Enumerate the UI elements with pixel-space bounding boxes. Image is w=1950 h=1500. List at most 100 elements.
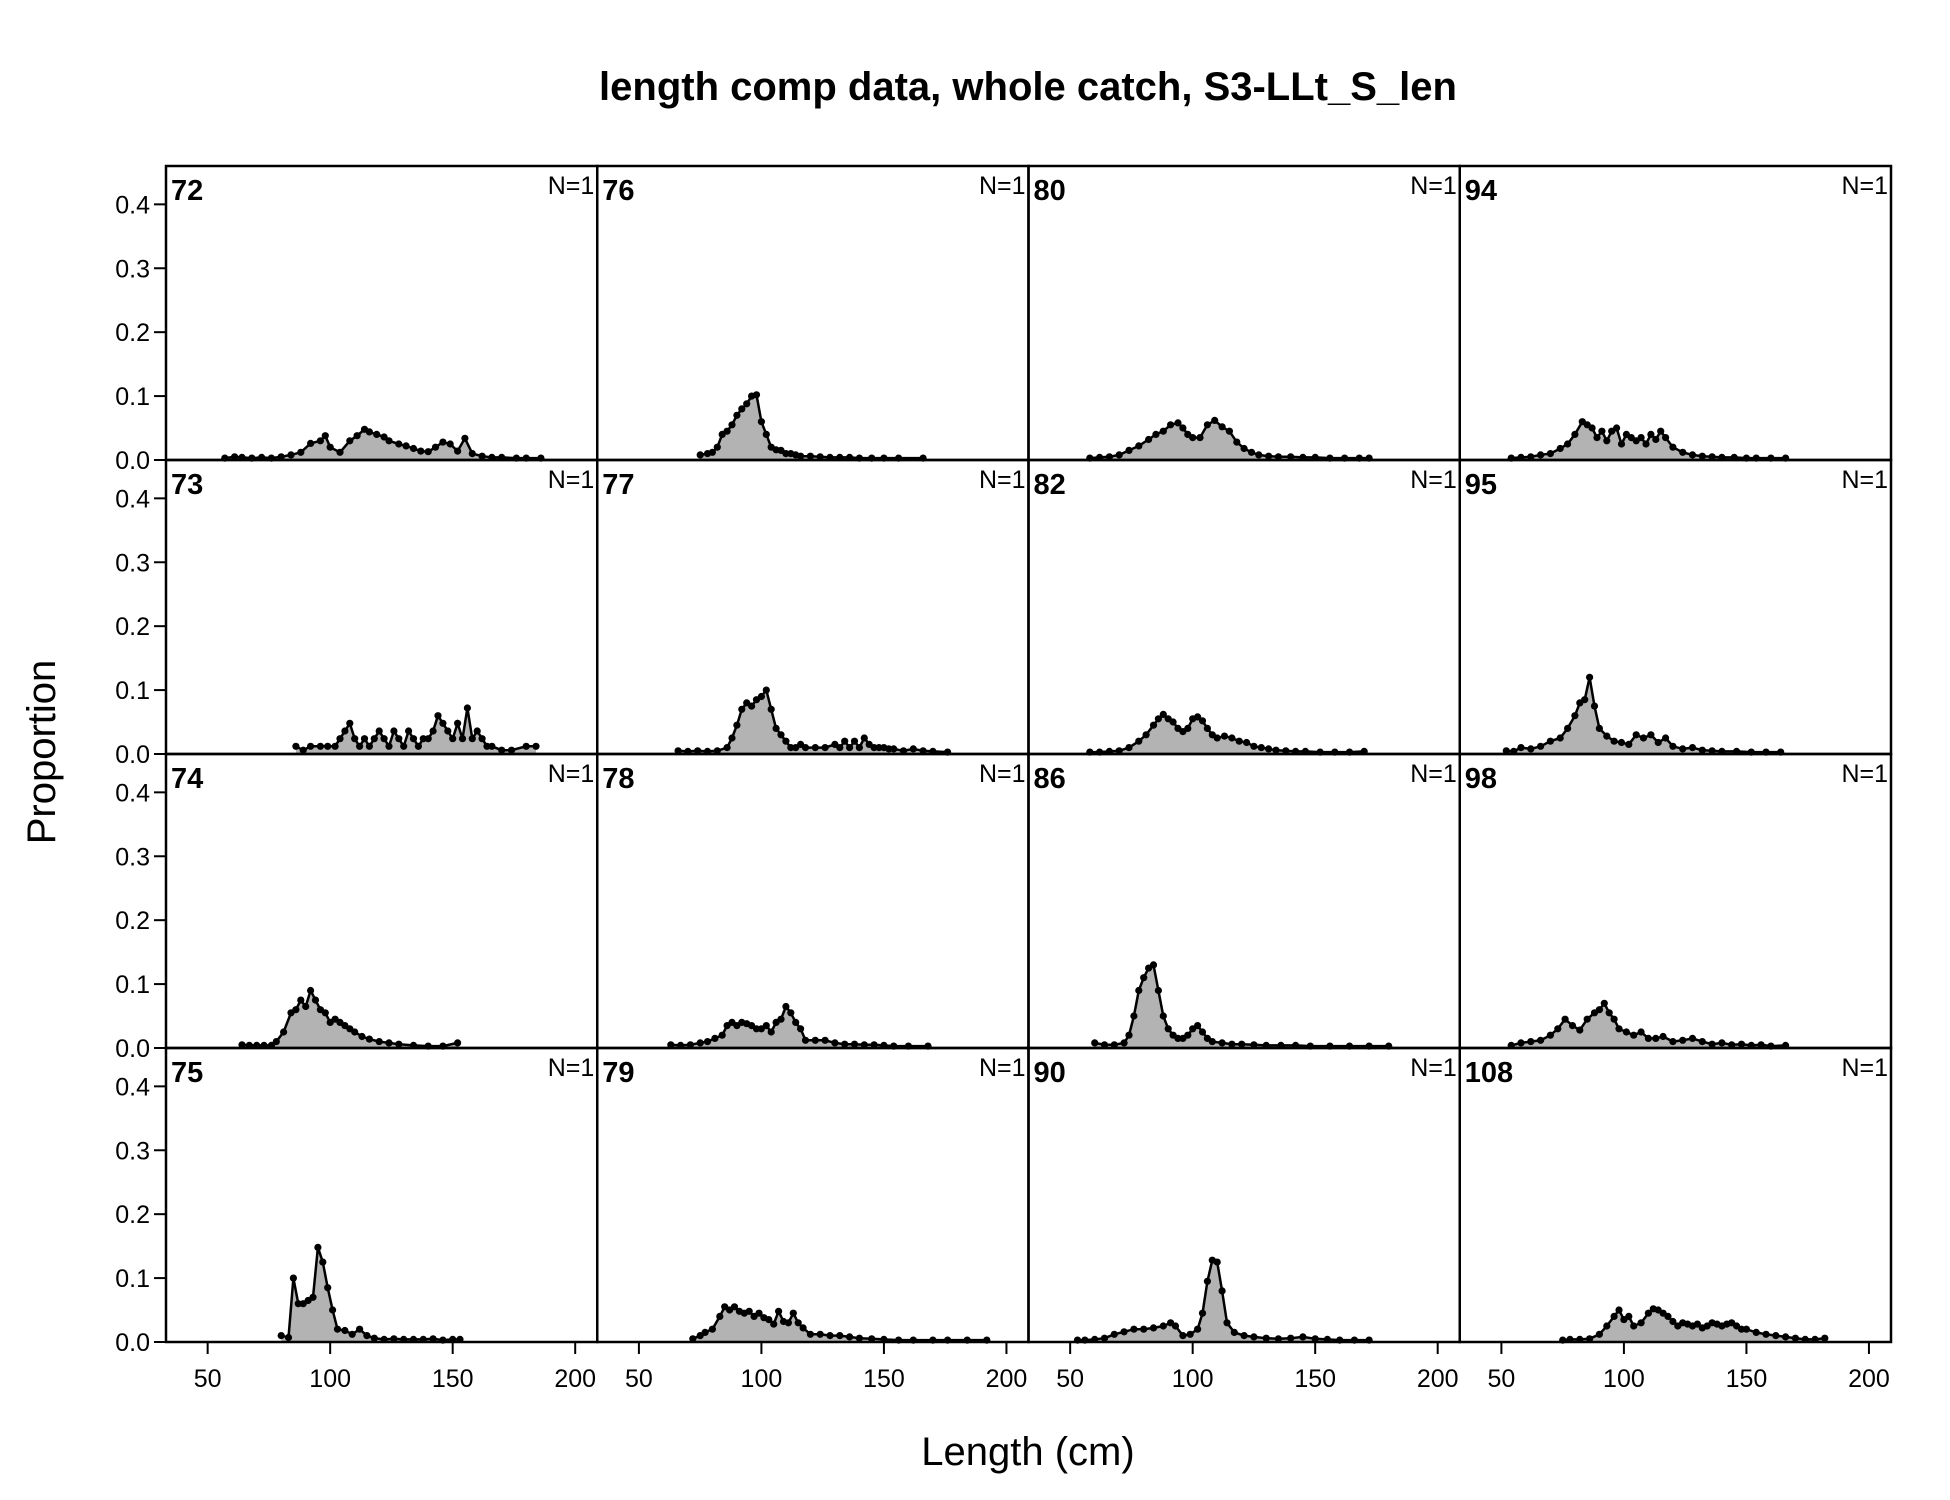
x-tick-label: 200 [554, 1365, 596, 1393]
data-point [748, 702, 756, 710]
x-tick-label: 150 [432, 1365, 474, 1393]
data-point [353, 432, 361, 440]
data-point [402, 442, 410, 450]
panel-frame [1027, 164, 1461, 462]
data-point [1669, 443, 1677, 451]
data-point [1186, 1330, 1194, 1338]
data-point [1583, 1015, 1591, 1023]
data-point [1595, 724, 1603, 733]
data-point [860, 1041, 868, 1049]
data-point [846, 1333, 854, 1341]
panel-frame [596, 458, 1030, 756]
data-point [1600, 999, 1608, 1007]
panel-79: 79 N=1 [596, 1046, 1030, 1344]
data-point [1240, 444, 1248, 453]
data-point [1243, 738, 1251, 747]
data-point [1152, 430, 1160, 438]
data-point [850, 737, 859, 745]
data-point [1274, 453, 1282, 461]
data-point [1647, 731, 1655, 739]
data-point [787, 1009, 795, 1017]
data-point [346, 437, 354, 445]
data-point [1571, 430, 1579, 438]
data-point [373, 430, 381, 438]
distribution-area [281, 1247, 460, 1342]
data-point [757, 418, 766, 426]
data-point [346, 719, 354, 727]
x-axis-title: Length (cm) [921, 1430, 1134, 1474]
data-point [351, 735, 359, 743]
data-point [1135, 442, 1143, 450]
data-point [1171, 1322, 1180, 1330]
data-point [365, 428, 373, 436]
data-point [473, 727, 481, 735]
panel-n-label: N=1 [1410, 172, 1457, 200]
data-point [1110, 1041, 1118, 1049]
data-point [1679, 448, 1687, 456]
data-point [289, 1274, 297, 1282]
panel-grid: 72 N=173 N=174 N=175 N=176 N=177 N=178 N=179 N=1… [164, 164, 1893, 1344]
data-point [478, 735, 486, 743]
y-tick-label: 0.0 [115, 741, 150, 769]
data-point [1537, 742, 1545, 750]
data-point [336, 448, 344, 456]
data-point [792, 1018, 800, 1026]
data-point [1546, 1031, 1554, 1039]
data-point [307, 742, 315, 750]
panel-98: 98 N=1 [1458, 752, 1893, 1050]
data-point [1213, 734, 1221, 742]
data-point [1654, 738, 1662, 747]
data-point [375, 1038, 383, 1046]
data-point [1159, 1322, 1167, 1330]
y-tick-label: 0.2 [115, 907, 150, 935]
data-point [1149, 1324, 1158, 1332]
panel-n-label: N=1 [1841, 466, 1888, 494]
data-point [297, 996, 305, 1004]
panel-frame [1458, 752, 1893, 1050]
data-point [348, 1330, 356, 1338]
data-point [806, 452, 815, 460]
panel-frame [1027, 752, 1461, 1050]
data-point [1617, 738, 1626, 747]
data-point [1257, 744, 1265, 752]
data-point [414, 742, 422, 750]
data-point [390, 1335, 398, 1343]
data-point [1223, 1319, 1231, 1327]
data-point [1657, 427, 1665, 435]
data-point [1588, 424, 1596, 432]
data-point [1250, 1333, 1258, 1341]
data-point [277, 1332, 285, 1340]
data-point [358, 1032, 366, 1041]
data-point [1576, 1026, 1584, 1034]
data-point [1250, 742, 1258, 750]
data-point [1603, 1322, 1611, 1330]
data-point [444, 727, 452, 735]
data-point [716, 1312, 724, 1320]
data-point [667, 1041, 675, 1049]
data-point [701, 1328, 709, 1336]
data-point [777, 1015, 785, 1023]
data-point [799, 1324, 807, 1332]
data-point [1135, 986, 1143, 995]
data-point [1537, 1036, 1545, 1044]
data-point [836, 1332, 844, 1340]
data-point [356, 742, 364, 750]
data-point [711, 1034, 719, 1042]
data-point [1637, 434, 1645, 442]
panel-78: 78 N=1 [596, 752, 1030, 1050]
y-tick-label: 0.4 [115, 485, 150, 513]
data-point [1708, 1040, 1716, 1048]
data-point [1220, 732, 1229, 740]
data-point [1610, 1312, 1618, 1320]
data-point [821, 744, 829, 752]
panel-n-label: N=1 [1410, 1054, 1457, 1082]
panel-n-label: N=1 [548, 1054, 595, 1082]
data-point [1196, 434, 1204, 442]
data-point [718, 1031, 726, 1039]
data-point [1637, 1028, 1645, 1036]
data-point [841, 737, 849, 745]
data-point [1517, 744, 1525, 752]
data-point [292, 1006, 300, 1014]
data-point [890, 745, 898, 753]
